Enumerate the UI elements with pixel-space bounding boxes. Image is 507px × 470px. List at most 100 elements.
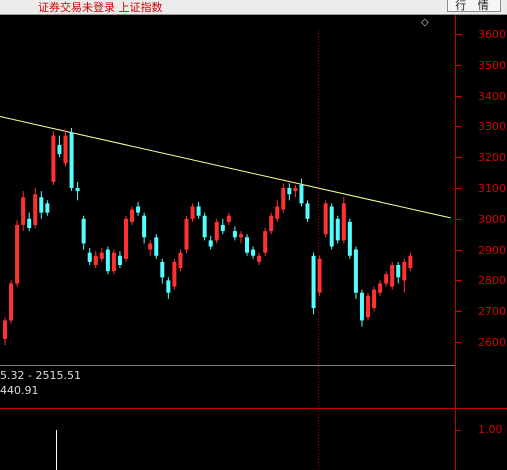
candle [69,127,74,192]
candle-body [287,188,292,195]
candle [130,206,135,225]
candle [93,251,98,269]
candle [305,200,310,222]
price-axis-label: 3000 [478,212,506,226]
candle-body [347,221,352,256]
quote-button[interactable]: 行 情 [447,0,501,12]
candle-body [93,255,98,265]
candle [287,183,292,201]
candle-body [390,265,395,287]
candle [390,261,395,290]
candle [166,277,171,299]
window-title: 证券交易未登录 上证指数 [38,1,163,14]
candle [184,215,189,253]
candle-body [214,221,219,241]
candle [220,218,225,235]
candle [160,258,165,284]
candle-body [341,203,346,241]
candle-body [208,240,213,247]
candle-body [63,135,68,164]
candle-body [39,197,44,213]
candle-body [160,261,165,278]
candle-body [117,255,122,265]
candle-body [305,203,310,219]
candle [372,286,377,312]
candle-body [359,292,364,321]
candle [238,231,243,244]
candle [396,261,401,284]
candle-body [396,265,401,278]
trendline [0,116,451,219]
range-readout: 5.32 - 2515.51 [0,369,81,382]
candle-body [293,188,298,192]
candle-body [263,231,268,253]
candle [402,258,407,293]
candle-body [329,206,334,247]
diamond-icon[interactable]: ◇ [421,17,429,28]
candle-body [99,252,104,259]
price-axis-label: 2800 [478,273,506,287]
candle [317,255,322,296]
candle-body [257,255,262,262]
candle-body [311,255,316,309]
price-axis-label: 3100 [478,181,506,195]
candle-body [87,252,92,262]
candle [366,292,370,321]
candle [293,184,298,198]
candle [87,248,92,265]
candle [208,235,213,250]
candle [226,212,231,225]
price-axis-label: 3400 [478,89,506,103]
candle-body [378,283,383,293]
candle-body [136,206,141,213]
candle-body [124,218,128,259]
candle-body [275,206,280,219]
candle [214,218,219,244]
candle [63,129,68,167]
candle [9,280,14,324]
candle-body [130,209,135,222]
candle [335,215,340,244]
candle-body [45,203,50,213]
candle [57,135,62,158]
price-axis-label: 3600 [478,27,506,41]
candle [347,218,352,259]
candle-body [269,215,274,232]
candle [39,191,44,219]
candle [329,203,334,250]
candle-body [148,243,153,250]
candle [148,240,153,256]
candle-body [366,295,370,318]
candle [81,215,86,250]
candle-body [251,249,256,256]
candle-body [402,261,407,281]
candle [33,188,38,229]
candle-body [69,132,74,188]
candle-body [27,218,32,229]
candle-body [220,224,225,232]
candle-body [184,218,189,250]
candle [15,220,20,287]
candle [190,203,195,222]
candle-body [57,144,62,155]
candle-body [281,188,286,210]
candle-body [384,274,389,284]
candle [117,251,122,269]
candle [275,200,280,222]
candle-body [178,252,183,269]
candle-body [408,255,413,269]
candle [323,200,328,238]
candle-body [238,234,243,238]
candle [269,212,274,235]
candle-body [15,224,20,284]
candle-body [111,252,116,272]
candle-body [196,206,201,216]
title-bar: 证券交易未登录 上证指数 行 情 [0,0,507,15]
volume-axis-label: 1.00 [478,423,503,436]
candle-body [353,249,358,293]
candle [263,228,268,256]
candle [105,246,110,275]
candle-body [75,188,80,192]
candle [232,226,237,241]
